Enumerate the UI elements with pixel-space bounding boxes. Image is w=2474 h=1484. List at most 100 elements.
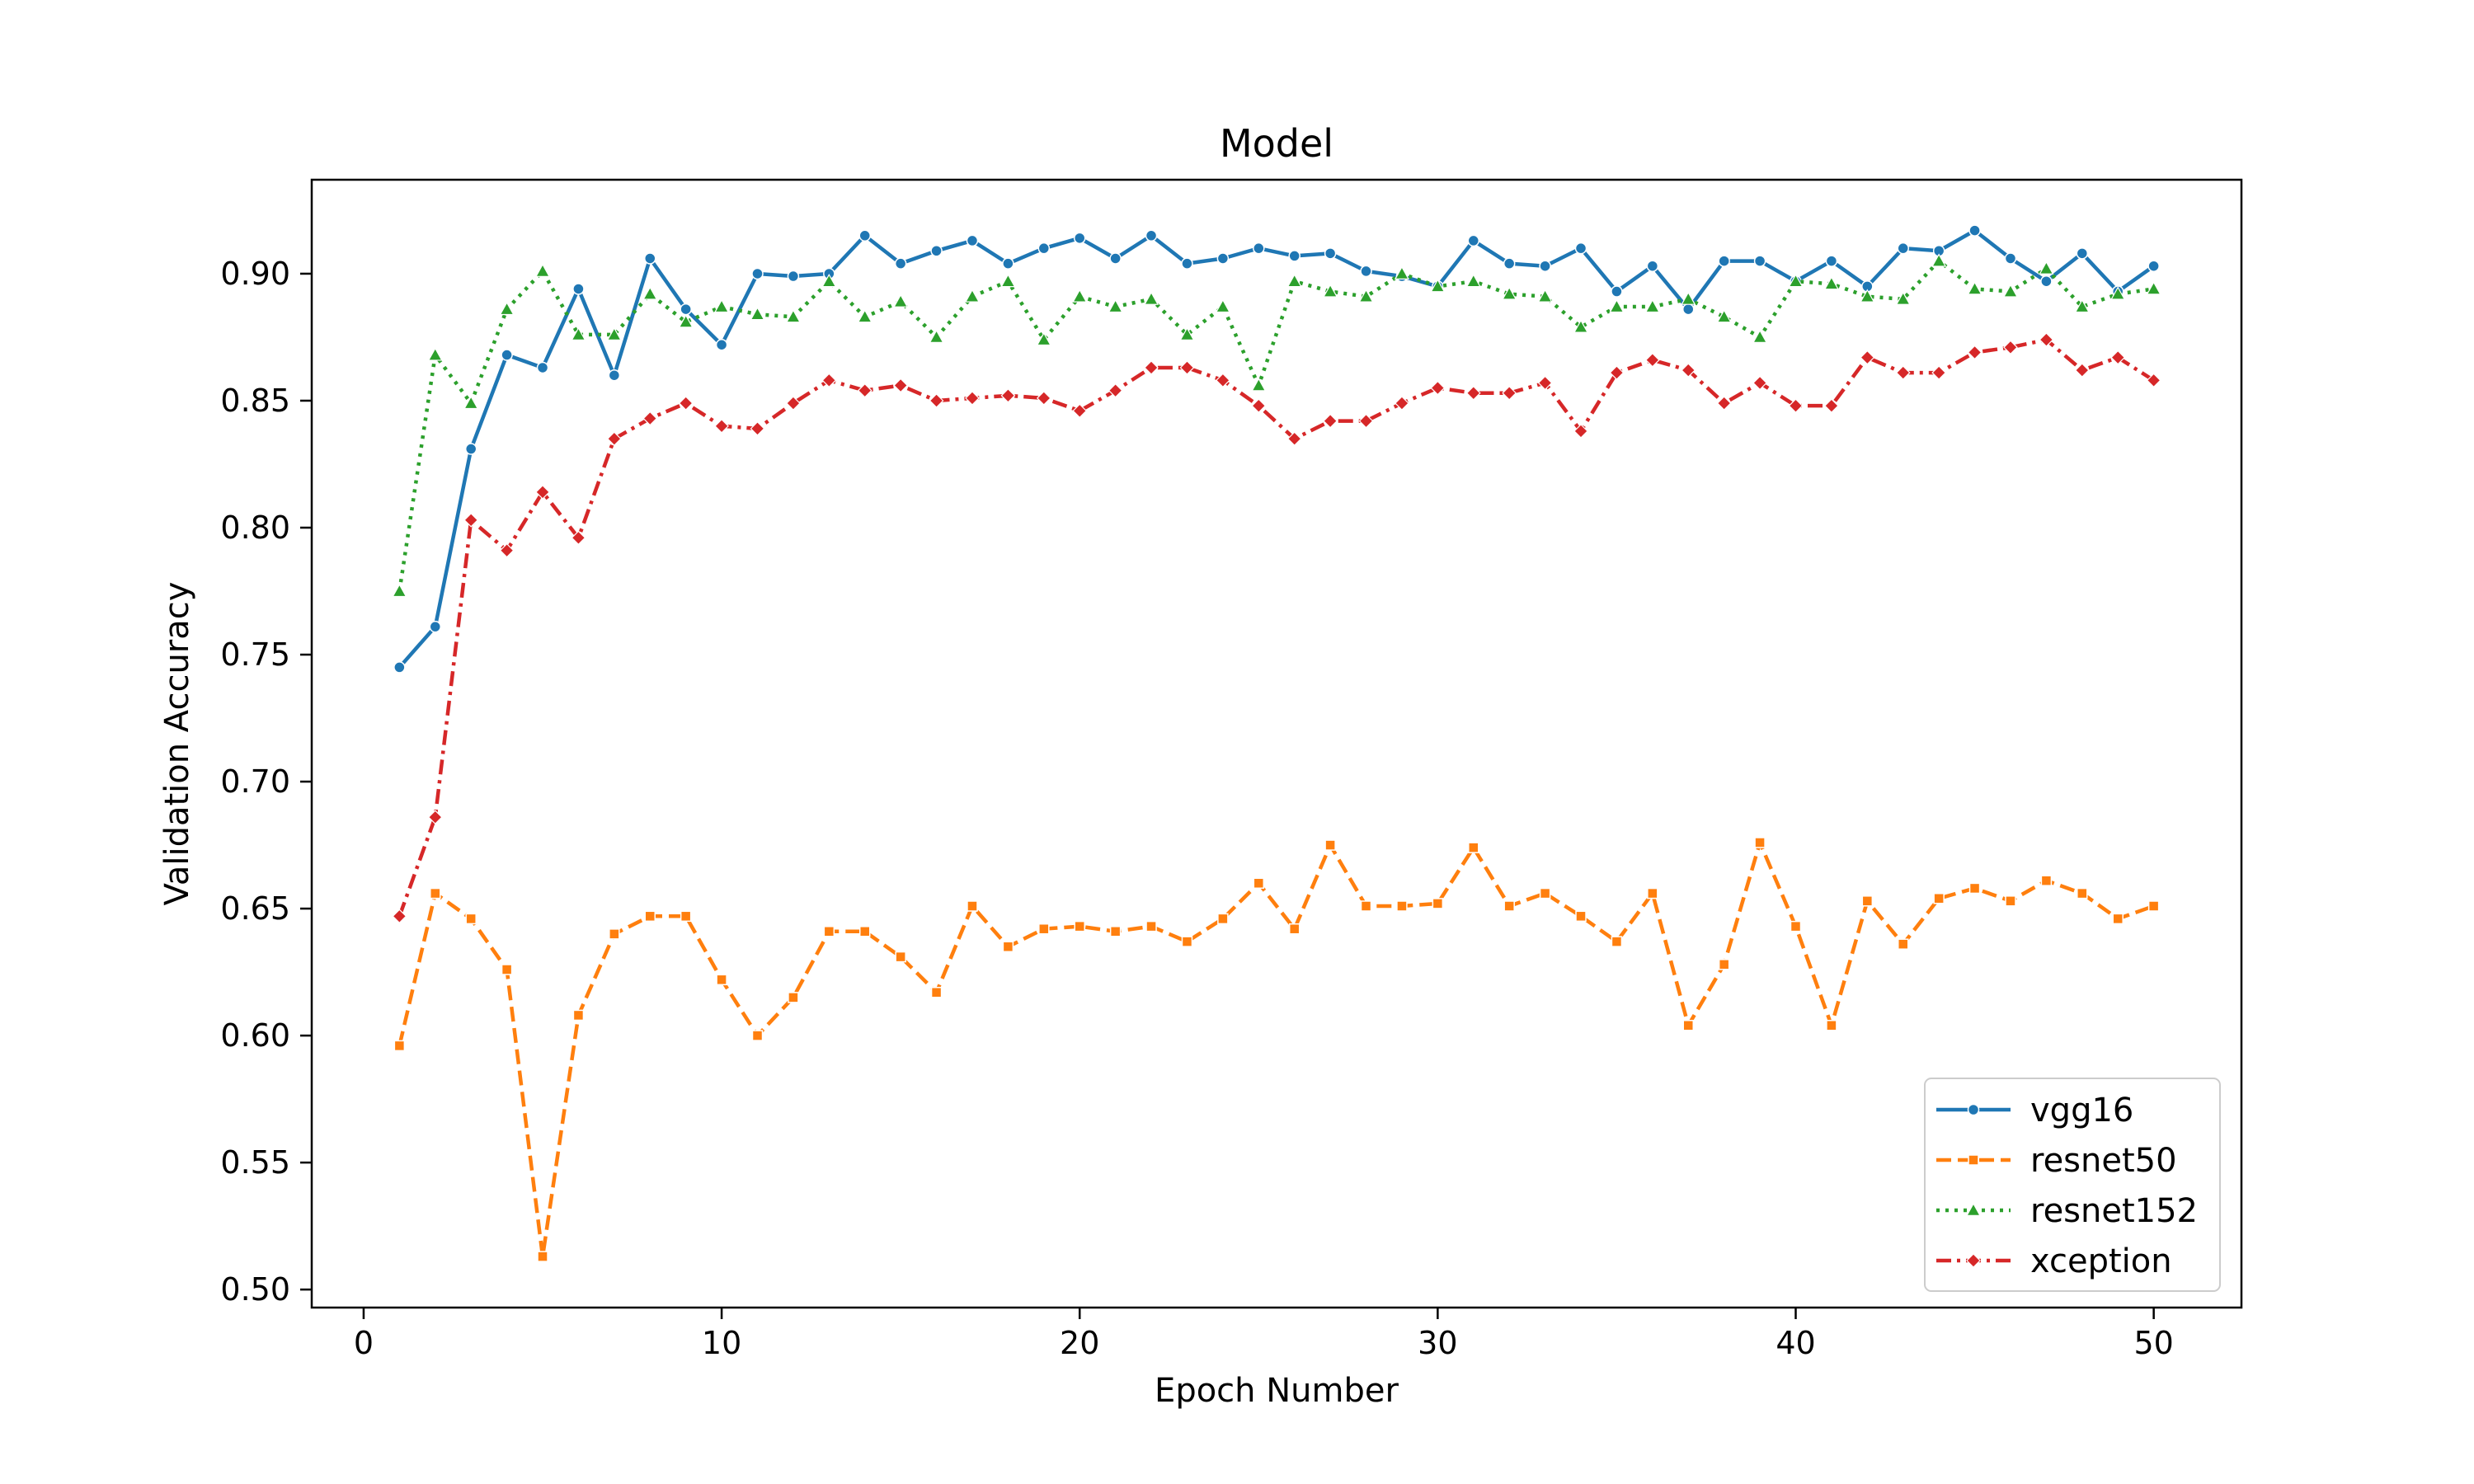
legend-label: xception [2030, 1242, 2172, 1280]
vgg16-point [1718, 255, 1730, 267]
resnet50-point [716, 974, 727, 986]
y-axis-label: Validation Accuracy [158, 582, 196, 906]
vgg16-point [1682, 303, 1695, 316]
vgg16-point [1467, 234, 1480, 247]
legend-item-xception: xception [1936, 1242, 2172, 1280]
xception-point [1716, 396, 1732, 411]
legend-box [1924, 1078, 2221, 1292]
xception-point [2003, 340, 2018, 355]
xception-point [893, 378, 909, 393]
resnet50-point [644, 910, 656, 923]
xception-point [1752, 375, 1767, 391]
resnet50-point [858, 926, 871, 937]
resnet50-point [1682, 1020, 1695, 1031]
xception-point [1895, 365, 1911, 380]
resnet152-point [1967, 281, 1982, 295]
vgg16-point [2004, 252, 2017, 265]
xception-point [678, 396, 694, 411]
vgg16-point [1253, 242, 1265, 255]
resnet152-point [1358, 289, 1374, 303]
resnet152-line [397, 259, 2154, 592]
y-tick-label: 0.65 [220, 890, 290, 927]
vgg16-point [1611, 285, 1623, 298]
resnet50-point [501, 964, 513, 975]
resnet152-point [463, 395, 479, 410]
legend-label: resnet152 [2030, 1192, 2198, 1230]
resnet50-point [537, 1251, 548, 1262]
vgg16-point [536, 361, 549, 374]
resnet50-point [788, 992, 799, 1003]
x-tick-label: 40 [1776, 1325, 1815, 1361]
vgg16-point [1574, 242, 1587, 255]
xception-point [2039, 332, 2054, 347]
series-resnet50 [393, 837, 2160, 1262]
resnet152-point [929, 329, 944, 343]
xception-point [463, 512, 479, 528]
resnet152-point [1644, 298, 1660, 313]
xception-point [929, 393, 944, 408]
resnet152-point [1215, 298, 1230, 313]
vgg16-point [393, 661, 406, 674]
xception-point [1788, 398, 1804, 414]
xception-point [714, 418, 729, 434]
vgg16-point [1216, 252, 1230, 265]
resnet50-point [1432, 898, 1444, 909]
resnet50-point [1288, 923, 1300, 935]
legend: vgg16 resnet50 resnet152 xception [1924, 1078, 2221, 1292]
resnet152-point [1251, 378, 1267, 392]
y-tick-label: 0.90 [220, 256, 290, 292]
resnet152-point [1895, 291, 1911, 305]
vgg16-point [429, 620, 442, 633]
resnet152-point [427, 347, 443, 361]
resnet152-point [785, 309, 801, 323]
vgg16-point [1181, 257, 1193, 270]
resnet50-point [967, 900, 978, 912]
resnet50-point [680, 910, 692, 923]
resnet152-point [534, 263, 551, 277]
resnet50-point [609, 928, 620, 940]
xception-point [2074, 363, 2090, 378]
resnet50-point [1968, 882, 1981, 895]
x-tick-label: 20 [1060, 1325, 1099, 1361]
vgg16-point [1002, 257, 1014, 270]
vgg16-point [1646, 260, 1659, 272]
resnet152-point [1108, 298, 1123, 313]
resnet50-point [1539, 887, 1551, 899]
resnet50-point [393, 1040, 406, 1052]
y-tick-label: 0.50 [220, 1271, 290, 1308]
resnet50-point [751, 1030, 764, 1041]
legend-resnet152-point [1965, 1202, 1982, 1217]
legend-item-vgg16: vgg16 [1936, 1092, 2133, 1129]
xception-point [1681, 363, 1696, 378]
y-tick-label: 0.80 [220, 510, 290, 546]
y-tick-label: 0.75 [220, 636, 290, 673]
resnet152-point [1823, 276, 1839, 290]
xception-point [1144, 360, 1159, 375]
resnet50-point [1324, 839, 1336, 851]
resnet50-point [1109, 926, 1122, 937]
resnet152-point [2002, 284, 2019, 298]
xception-point [1860, 350, 1875, 365]
resnet152-point [1537, 289, 1553, 303]
vgg16-point [858, 229, 871, 242]
xception-point [1465, 385, 1481, 401]
resnet152-point [1465, 273, 1481, 288]
xception-line [397, 337, 2155, 918]
xception-point [2110, 350, 2126, 365]
xception-point [642, 411, 658, 426]
xception-point [786, 396, 801, 411]
series-xception [392, 332, 2161, 924]
x-axis: 0 10 20 30 40 50 [354, 1308, 2174, 1361]
resnet50-point [1468, 842, 1479, 853]
resnet50-point [1790, 920, 1802, 932]
vgg16-point [787, 270, 800, 283]
vgg16-point [2076, 247, 2089, 260]
resnet50-point [1826, 1020, 1837, 1031]
xception-point [1573, 424, 1588, 439]
vgg16-point [930, 245, 943, 257]
vgg16-point [1897, 242, 1909, 255]
vgg16-point [680, 303, 692, 316]
resnet152-point [1752, 329, 1768, 343]
vgg16-point [1145, 229, 1158, 242]
